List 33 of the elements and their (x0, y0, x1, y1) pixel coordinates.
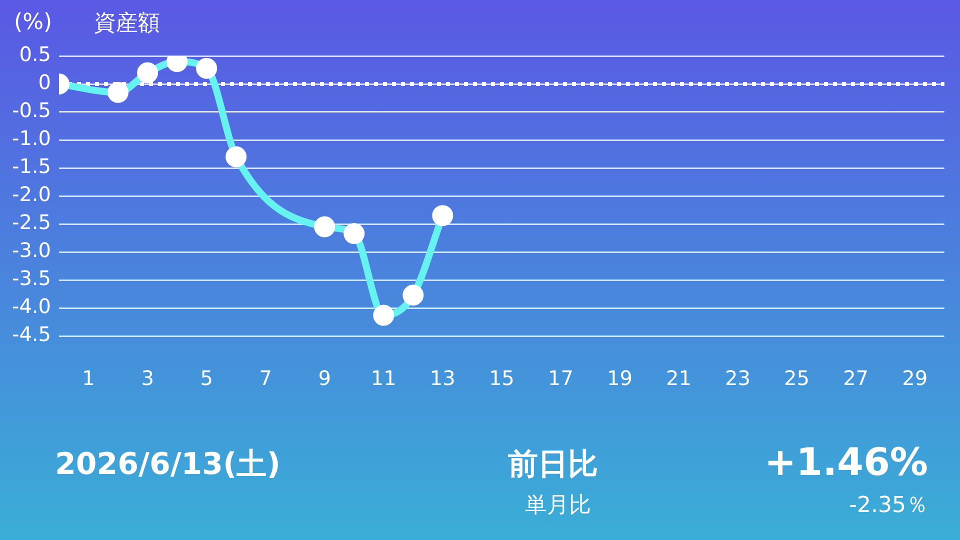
x-tick-label: 25 (784, 366, 810, 390)
y-tick-label: -3.5 (12, 266, 52, 290)
y-tick-label: 0 (38, 70, 52, 94)
y-axis-title: (%) (14, 10, 52, 35)
x-tick-label: 21 (666, 366, 692, 390)
y-tick-label: -0.5 (12, 98, 52, 122)
x-tick-label: 29 (902, 366, 928, 390)
text: 2026/6/13(土) (55, 446, 280, 484)
x-tick-label: 15 (488, 366, 514, 390)
x-tick-label: 19 (606, 366, 632, 390)
text: -2.35％ (849, 492, 928, 520)
x-tick-label: 1 (82, 366, 95, 390)
y-tick-label: -1.5 (12, 154, 52, 178)
x-tick-label: 27 (843, 366, 869, 390)
y-tick-label: -2.0 (12, 182, 52, 206)
text: 単月比 (525, 492, 591, 520)
x-tick-label: 9 (318, 366, 331, 390)
x-tick-label: 17 (548, 366, 574, 390)
x-tick-label: 5 (200, 366, 213, 390)
y-tick-label: -3.0 (12, 238, 52, 262)
y-tick-label: -2.5 (12, 210, 52, 234)
y-tick-label: -1.0 (12, 126, 52, 150)
text: 前日比 (508, 446, 598, 484)
y-tick-label: -4.0 (12, 294, 52, 318)
x-tick-label: 11 (370, 366, 396, 390)
x-tick-label: 7 (259, 366, 272, 390)
text: +1.46% (764, 440, 928, 484)
x-tick-label: 13 (430, 366, 456, 390)
x-tick-label: 3 (141, 366, 154, 390)
y-tick-label: 0.5 (19, 42, 52, 66)
x-tick-label: 23 (725, 366, 750, 390)
y-tick-label: -4.5 (12, 322, 52, 346)
chart-title: 資産額 (94, 10, 160, 38)
